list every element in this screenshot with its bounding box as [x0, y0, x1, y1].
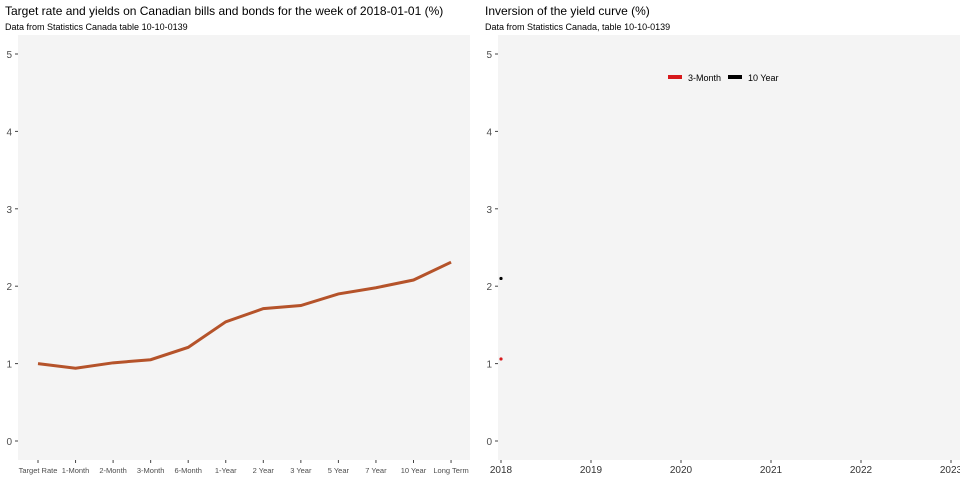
- x-tick-label: 2019: [580, 465, 603, 476]
- right-plot-panel: [498, 35, 960, 460]
- y-tick-label: 2: [6, 282, 12, 293]
- left-plot-panel: [18, 35, 470, 460]
- x-tick-label: 7 Year: [365, 466, 387, 475]
- x-tick-label: 10 Year: [401, 466, 427, 475]
- left-chart-title: Target rate and yields on Canadian bills…: [5, 4, 444, 18]
- series-point-3-month: [499, 357, 503, 361]
- y-tick-label: 5: [486, 50, 492, 61]
- legend-label: 10 Year: [748, 73, 779, 83]
- y-tick-label: 0: [6, 437, 12, 448]
- yield-curve-line: [37, 260, 452, 370]
- series-point-10-year: [499, 276, 503, 281]
- x-tick-label: 5 Year: [328, 466, 350, 475]
- x-tick-label: 2023: [940, 465, 960, 476]
- x-tick-label: 2018: [490, 465, 513, 476]
- y-tick-label: 5: [6, 50, 12, 61]
- y-tick-label: 1: [6, 360, 12, 371]
- y-tick-label: 2: [486, 282, 492, 293]
- y-tick-label: 1: [486, 360, 492, 371]
- x-tick-label: 3-Month: [137, 466, 165, 475]
- x-tick-label: 3 Year: [290, 466, 312, 475]
- x-tick-label: Long Term: [433, 466, 468, 475]
- legend-label: 3-Month: [688, 73, 721, 83]
- x-tick-label: 2020: [670, 465, 693, 476]
- legend-key: [668, 75, 682, 79]
- right-chart-title: Inversion of the yield curve (%): [485, 4, 650, 18]
- x-tick-label: 1-Month: [62, 466, 90, 475]
- x-tick-label: 1-Year: [215, 466, 237, 475]
- y-tick-label: 4: [6, 127, 12, 138]
- y-tick-label: 3: [6, 205, 12, 216]
- legend-key: [728, 75, 742, 79]
- left-chart-subtitle: Data from Statistics Canada table 10-10-…: [5, 22, 188, 32]
- y-tick-label: 0: [486, 437, 492, 448]
- x-tick-label: 2-Month: [99, 466, 127, 475]
- right-chart-subtitle: Data from Statistics Canada, table 10-10…: [485, 22, 671, 32]
- x-tick-label: 2 Year: [253, 466, 275, 475]
- y-tick-label: 4: [486, 127, 492, 138]
- x-tick-label: Target Rate: [19, 466, 58, 475]
- x-tick-label: 2021: [760, 465, 783, 476]
- x-tick-label: 6-Month: [174, 466, 202, 475]
- y-tick-label: 3: [486, 205, 492, 216]
- x-tick-label: 2022: [850, 465, 873, 476]
